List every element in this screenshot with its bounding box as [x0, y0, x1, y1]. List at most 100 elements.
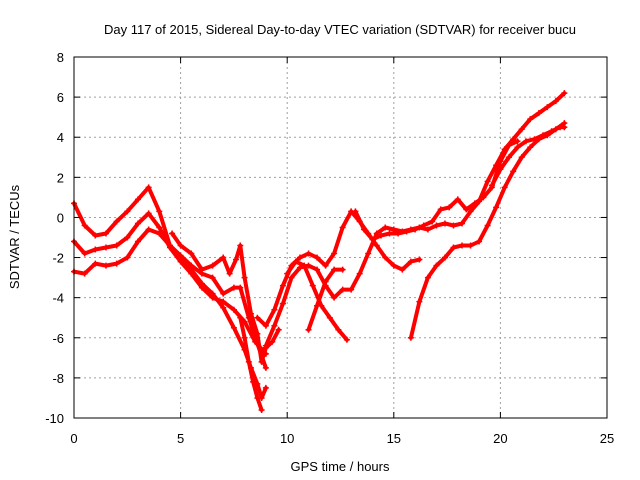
- data-point: [145, 184, 152, 191]
- data-point: [548, 128, 555, 135]
- data-point: [493, 204, 500, 211]
- data-point: [399, 266, 406, 273]
- data-series-6: [262, 90, 568, 349]
- data-point: [279, 282, 286, 289]
- data-point: [177, 242, 184, 249]
- data-point: [233, 256, 240, 263]
- data-point: [92, 232, 99, 239]
- data-point: [352, 208, 359, 215]
- data-point: [220, 298, 227, 305]
- data-point: [441, 254, 448, 261]
- data-point: [209, 294, 216, 301]
- data-point: [102, 230, 109, 237]
- data-point: [339, 224, 346, 231]
- data-point: [561, 90, 568, 97]
- data-point: [339, 266, 346, 273]
- data-point: [467, 208, 474, 215]
- data-point: [407, 258, 414, 265]
- data-point: [373, 242, 380, 249]
- series-line: [489, 125, 567, 188]
- series-group: [71, 90, 568, 413]
- data-point: [314, 254, 321, 261]
- data-point: [331, 266, 338, 273]
- data-point: [522, 138, 529, 145]
- data-point: [156, 224, 163, 231]
- data-series-11: [352, 138, 521, 243]
- data-point: [514, 144, 521, 151]
- data-point: [484, 178, 491, 185]
- data-point: [226, 270, 233, 277]
- data-point: [188, 262, 195, 269]
- data-point: [134, 238, 141, 245]
- data-point: [145, 226, 152, 233]
- data-point: [378, 232, 385, 239]
- data-point: [403, 228, 410, 235]
- data-point: [480, 194, 487, 201]
- data-point: [314, 266, 321, 273]
- data-point: [429, 218, 436, 225]
- data-point: [156, 208, 163, 215]
- data-point: [450, 222, 457, 229]
- data-point: [476, 238, 483, 245]
- data-point: [102, 244, 109, 251]
- data-point: [544, 104, 551, 111]
- data-point: [209, 274, 216, 281]
- data-point: [331, 250, 338, 257]
- data-point: [501, 184, 508, 191]
- data-point: [505, 154, 512, 161]
- data-point: [309, 282, 316, 289]
- data-point: [437, 206, 444, 213]
- y-tick-label: 2: [57, 170, 64, 185]
- data-point: [284, 270, 291, 277]
- data-point: [463, 206, 470, 213]
- data-point: [433, 222, 440, 229]
- series-line: [263, 91, 567, 348]
- data-point: [343, 336, 350, 343]
- data-point: [416, 298, 423, 305]
- data-point: [124, 254, 131, 261]
- data-point: [527, 116, 534, 123]
- data-point: [262, 342, 269, 349]
- data-point: [369, 236, 376, 243]
- data-point: [382, 254, 389, 261]
- data-point: [467, 242, 474, 249]
- y-tick-label: 0: [57, 210, 64, 225]
- data-series-9: [407, 120, 568, 341]
- data-point: [237, 284, 244, 291]
- data-point: [488, 184, 495, 191]
- data-point: [81, 270, 88, 277]
- plot-frame: [73, 56, 608, 419]
- series-line: [170, 231, 281, 364]
- data-point: [254, 314, 261, 321]
- data-point: [124, 234, 131, 241]
- series-line: [408, 121, 567, 340]
- x-axis-label: GPS time / hours: [291, 459, 390, 474]
- y-tick-label: -10: [45, 411, 64, 426]
- data-point: [271, 306, 278, 313]
- data-point: [250, 378, 257, 385]
- data-point: [113, 260, 120, 267]
- x-tick-label: 15: [387, 431, 401, 446]
- data-point: [356, 270, 363, 277]
- data-point: [102, 262, 109, 269]
- data-point: [92, 260, 99, 267]
- data-point: [198, 284, 205, 291]
- data-point: [220, 290, 227, 297]
- data-point: [441, 220, 448, 227]
- data-point: [245, 358, 252, 365]
- data-point: [254, 330, 261, 337]
- data-point: [301, 262, 308, 269]
- y-tick-label: -6: [52, 331, 64, 346]
- data-point: [188, 250, 195, 257]
- data-point: [262, 322, 269, 329]
- data-point: [292, 258, 299, 265]
- data-point: [527, 144, 534, 151]
- data-point: [269, 338, 276, 345]
- data-point: [420, 222, 427, 229]
- x-tick-label: 5: [177, 431, 184, 446]
- data-point: [360, 226, 367, 233]
- data-point: [262, 384, 269, 391]
- data-point: [518, 126, 525, 133]
- data-point: [390, 262, 397, 269]
